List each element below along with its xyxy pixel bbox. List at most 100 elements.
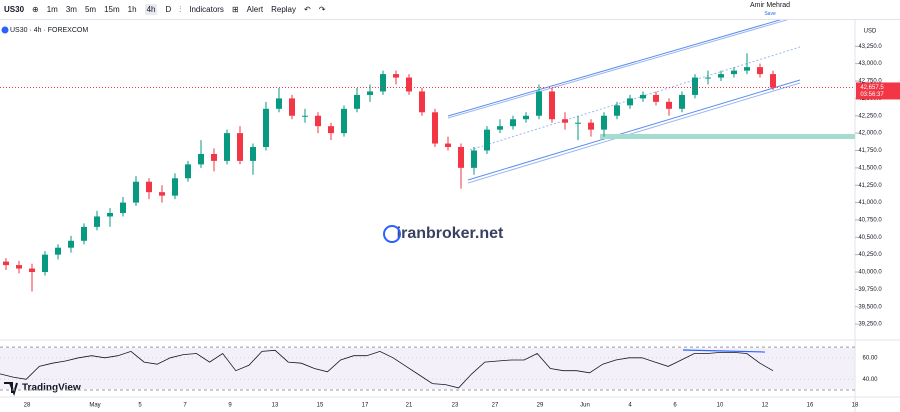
user-name: Amir Mehrad xyxy=(750,2,791,9)
user-layout[interactable]: Amir Mehrad Save xyxy=(750,2,790,18)
candle-body xyxy=(16,265,22,269)
y-tick-label: 40,750.0 xyxy=(858,218,882,224)
candle-body xyxy=(81,226,87,241)
candle-body xyxy=(3,261,9,266)
layouts[interactable]: ⊞ xyxy=(231,5,239,14)
symbol[interactable]: US30 xyxy=(4,5,25,14)
candle-body xyxy=(289,98,295,116)
y-tick-label: 41,000.0 xyxy=(858,200,882,206)
y-tick-label: 41,500.0 xyxy=(858,165,882,171)
x-tick-label: 4 xyxy=(628,403,632,409)
interval[interactable]: 1m xyxy=(46,5,58,14)
rsi-divergence xyxy=(682,349,766,353)
interval[interactable]: 1h xyxy=(127,5,137,14)
x-tick-label: May xyxy=(89,403,100,409)
candle-body xyxy=(172,178,178,196)
candle-body xyxy=(29,268,35,273)
y-tick-label: 40,500.0 xyxy=(858,235,882,241)
candle-body xyxy=(692,77,698,95)
candle-body xyxy=(614,105,620,116)
interval[interactable]: 4h xyxy=(144,4,158,15)
candle-body xyxy=(484,129,490,151)
candle-body xyxy=(185,164,191,179)
last-price: 42,657.5 xyxy=(860,85,884,91)
candle-body xyxy=(549,91,555,120)
candle-body xyxy=(627,98,633,106)
candle-body xyxy=(536,91,542,116)
y-tick-label: 43,000.0 xyxy=(858,61,882,67)
channel-lower xyxy=(467,82,801,184)
candle-body xyxy=(224,133,230,161)
x-tick-label: 12 xyxy=(762,403,769,409)
candle-body xyxy=(653,94,659,102)
candle-body xyxy=(679,94,685,109)
add-symbol[interactable]: ⊕ xyxy=(32,5,39,14)
y-tick-label: 39,500.0 xyxy=(858,304,882,310)
rsi-tick-label: 60.00 xyxy=(862,355,878,361)
candle-body xyxy=(250,147,256,161)
candle-body xyxy=(146,181,152,193)
support-zone xyxy=(600,134,855,139)
channel-mid xyxy=(469,46,801,151)
candle-body xyxy=(458,147,464,168)
x-tick-label: 10 xyxy=(717,403,724,409)
replay[interactable]: Replay xyxy=(271,5,296,14)
candle-body xyxy=(562,119,568,123)
y-tick-label: 42,000.0 xyxy=(858,131,882,137)
interval[interactable]: 15m xyxy=(104,5,120,14)
y-tick-label: 42,750.0 xyxy=(858,79,882,85)
x-tick-label: 6 xyxy=(673,403,677,409)
rsi-tick-label: 40.00 xyxy=(862,377,878,383)
y-tick-label: 39,250.0 xyxy=(858,322,882,328)
candle-body xyxy=(640,94,646,99)
interval[interactable]: D xyxy=(165,5,172,14)
candle-body xyxy=(471,150,477,168)
x-tick-label: 5 xyxy=(138,403,142,409)
candle-body xyxy=(263,108,269,148)
candle-body xyxy=(94,216,100,227)
candle-body xyxy=(757,67,763,75)
x-tick-label: 21 xyxy=(406,403,413,409)
interval[interactable]: 3m xyxy=(65,5,77,14)
indicators[interactable]: Indicators xyxy=(189,5,224,14)
redo[interactable]: ↷ xyxy=(318,5,326,14)
candle-body xyxy=(133,181,139,203)
candle-body xyxy=(302,115,308,117)
alert[interactable]: Alert xyxy=(246,5,264,14)
candle-body xyxy=(666,101,672,109)
x-tick-label: Jun xyxy=(580,403,590,409)
x-tick-label: 16 xyxy=(807,403,814,409)
undo[interactable]: ↶ xyxy=(304,5,311,14)
channel-upper xyxy=(447,20,789,119)
candle-body xyxy=(510,119,516,127)
y-tick-label: 41,750.0 xyxy=(858,148,882,154)
interval[interactable]: 5m xyxy=(84,5,97,14)
symbol-icon xyxy=(1,26,9,34)
candle-body xyxy=(380,74,386,92)
candle-body xyxy=(445,143,451,148)
watermark-icon xyxy=(383,225,401,243)
candle-body xyxy=(198,153,204,165)
currency: USD xyxy=(864,29,877,35)
candle-body xyxy=(159,192,165,196)
x-tick-label: 23 xyxy=(452,403,459,409)
candle-body xyxy=(237,133,243,161)
save[interactable]: Save xyxy=(764,11,776,17)
candle-body xyxy=(55,247,61,255)
candle-body xyxy=(744,67,750,71)
x-tick-label: 13 xyxy=(272,403,279,409)
chart-type[interactable]: ⫶ xyxy=(179,4,182,14)
x-tick-label: 29 xyxy=(537,403,544,409)
candle-body xyxy=(731,70,737,75)
candle-body xyxy=(328,126,334,134)
y-tick-label: 40,000.0 xyxy=(858,270,882,276)
candle-body xyxy=(601,115,607,130)
y-tick-label: 42,250.0 xyxy=(858,113,882,119)
y-tick-label: 43,250.0 xyxy=(858,44,882,50)
candle-body xyxy=(406,77,412,92)
brand: TradingView xyxy=(22,383,81,394)
candle-body xyxy=(419,91,425,113)
candle-body xyxy=(120,202,126,213)
last-price-box xyxy=(856,82,900,100)
